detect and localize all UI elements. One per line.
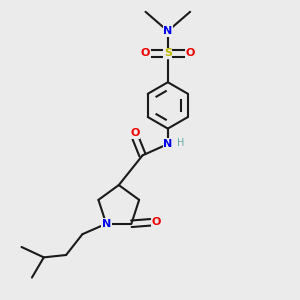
Text: O: O <box>141 48 150 59</box>
Text: S: S <box>164 48 172 59</box>
Text: O: O <box>130 128 140 138</box>
Text: N: N <box>163 26 172 36</box>
Text: N: N <box>102 219 111 229</box>
Text: H: H <box>177 139 185 148</box>
Text: O: O <box>152 217 161 227</box>
Text: N: N <box>163 139 172 149</box>
Text: O: O <box>185 48 195 59</box>
